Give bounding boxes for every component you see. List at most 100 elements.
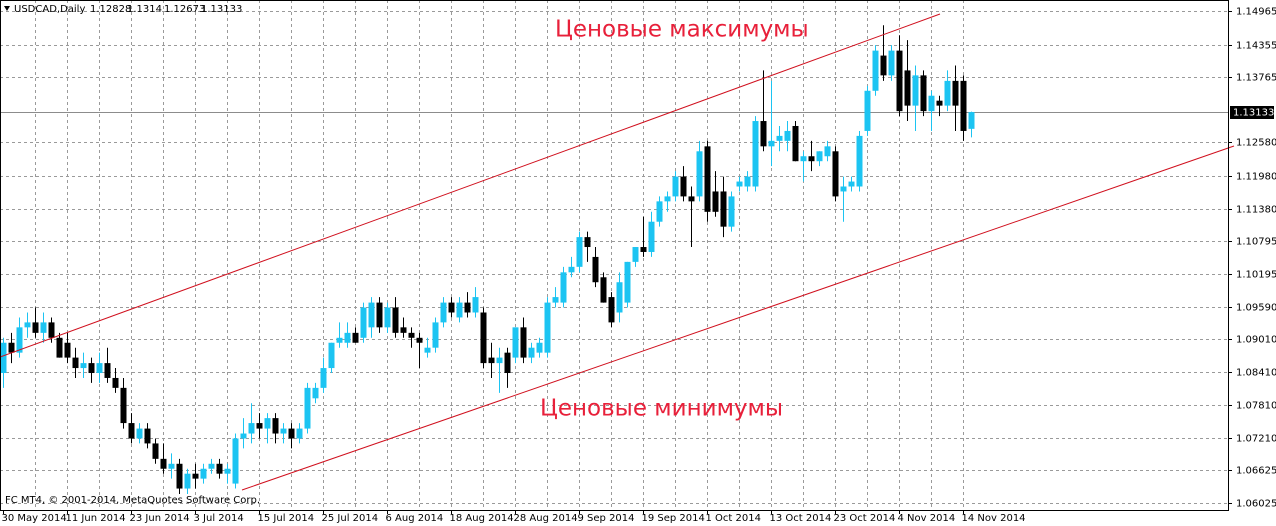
candle-body xyxy=(384,307,391,328)
y-tick-label: 1.12580 xyxy=(1236,138,1276,149)
candle-body xyxy=(0,342,7,374)
candle-body xyxy=(552,297,559,303)
x-tick-label: 9 Sep 2014 xyxy=(578,513,635,524)
candle-body xyxy=(64,342,71,358)
candle-body xyxy=(440,302,447,323)
candle-body xyxy=(96,363,103,374)
candle-body xyxy=(208,463,215,469)
candle-body xyxy=(168,463,175,469)
candle-body xyxy=(336,337,343,343)
candle-body xyxy=(416,337,423,343)
candle-body xyxy=(688,196,695,202)
candle-body xyxy=(720,191,727,227)
upper-channel-line xyxy=(0,13,941,358)
candle-body xyxy=(568,266,575,273)
header-open: 1.12828 xyxy=(90,4,131,15)
candle-body xyxy=(376,302,383,328)
candle-body xyxy=(880,55,887,76)
x-tick-label: 28 Aug 2014 xyxy=(514,513,578,524)
candle-body xyxy=(176,463,183,489)
candle-body xyxy=(512,327,519,358)
candle-body xyxy=(160,458,167,469)
candle-body xyxy=(896,50,903,112)
candle-body xyxy=(768,140,775,147)
candle-body xyxy=(520,327,527,358)
candle-body xyxy=(600,277,607,303)
candle-body xyxy=(272,418,279,434)
candle-body xyxy=(496,357,503,364)
candle-body xyxy=(256,423,263,429)
candle-body xyxy=(696,151,703,197)
x-tick-label: 18 Aug 2014 xyxy=(450,513,514,524)
candle-body xyxy=(184,473,191,489)
candle-body xyxy=(112,377,119,388)
y-tick-label: 1.10195 xyxy=(1236,270,1276,281)
x-tick-label: 25 Jul 2014 xyxy=(322,513,379,524)
candle-body xyxy=(864,90,871,131)
candle-body xyxy=(640,247,647,252)
candle-body xyxy=(448,302,455,313)
candle-body xyxy=(240,433,247,439)
candle-body xyxy=(664,196,671,202)
header-low: 1.12673 xyxy=(164,4,205,15)
x-tick-label: 3 Jul 2014 xyxy=(194,513,244,524)
candle-body xyxy=(296,428,303,439)
x-tick-label: 1 Oct 2014 xyxy=(706,513,761,524)
x-tick-label: 14 Nov 2014 xyxy=(962,513,1026,524)
header-high: 1.1314 xyxy=(127,4,162,15)
candle-body xyxy=(968,112,975,129)
y-tick-label: 1.09590 xyxy=(1236,303,1276,314)
x-tick-label: 19 Sep 2014 xyxy=(642,513,705,524)
candle-body xyxy=(16,327,23,353)
y-tick-label: 1.07210 xyxy=(1236,434,1276,445)
candle-body xyxy=(200,468,207,479)
candle-body xyxy=(936,100,943,106)
candle-body xyxy=(952,80,959,106)
y-tick-label: 1.14355 xyxy=(1236,41,1276,52)
candle-body xyxy=(576,237,583,267)
candle-body xyxy=(80,363,87,369)
candle-body xyxy=(232,438,239,484)
candle-body xyxy=(488,357,495,364)
y-tick-label: 1.11380 xyxy=(1236,205,1276,216)
candle-body xyxy=(592,256,599,283)
candle-body xyxy=(40,322,47,333)
candle-body xyxy=(856,135,863,187)
candle-body xyxy=(88,363,95,374)
candle-body xyxy=(792,125,799,162)
candle-body xyxy=(456,302,463,318)
candle-body xyxy=(304,387,311,429)
candle-body xyxy=(744,176,751,187)
x-tick-label: 4 Nov 2014 xyxy=(898,513,956,524)
candle-body xyxy=(320,368,327,388)
candle-body xyxy=(328,342,335,369)
candle-body xyxy=(920,75,927,112)
candle-body xyxy=(704,146,711,212)
y-tick-label: 1.10795 xyxy=(1236,237,1276,248)
y-tick-label: 1.14965 xyxy=(1236,7,1276,18)
candle-body xyxy=(632,247,639,262)
price-label: 1.13133 xyxy=(1233,108,1274,119)
x-tick-label: 11 Jun 2014 xyxy=(66,513,126,524)
candle-body xyxy=(816,151,823,162)
candle-body xyxy=(624,261,631,303)
candle-body xyxy=(648,221,655,252)
candle-body xyxy=(136,428,143,439)
candle-body xyxy=(288,428,295,439)
candle-body xyxy=(672,176,679,197)
candle-body xyxy=(264,418,271,429)
x-tick-label: 15 Jul 2014 xyxy=(258,513,315,524)
candle-body xyxy=(728,196,735,227)
candle-body xyxy=(784,130,791,141)
candle-body xyxy=(736,181,743,187)
annotation: Ценовые минимумы xyxy=(540,396,783,422)
candle-body xyxy=(904,70,911,106)
candle-body xyxy=(616,282,623,313)
candle-body xyxy=(144,428,151,444)
candle-body xyxy=(352,332,359,343)
candle-body xyxy=(368,302,375,328)
y-tick-label: 1.06025 xyxy=(1236,499,1276,510)
candle-body xyxy=(24,322,31,328)
